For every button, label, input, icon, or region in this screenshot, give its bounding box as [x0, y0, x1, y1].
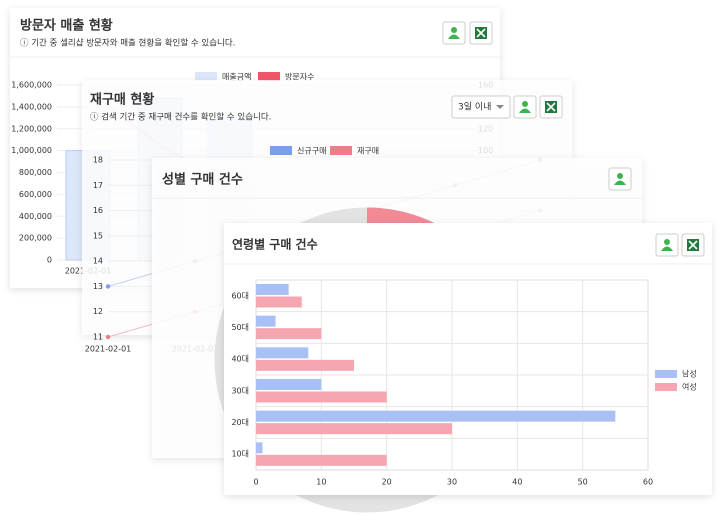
- card-subtitle: ⓘ 기간 중 셀리샵 방문자와 매출 현황을 확인할 수 있습니다.: [20, 38, 235, 49]
- user-icon-head: [617, 173, 623, 179]
- y-tick-label: 400,000: [19, 212, 52, 221]
- bar: [256, 315, 276, 327]
- user-icon-body: [519, 108, 531, 113]
- y-tick-label: 1,200,000: [11, 124, 52, 133]
- excel-button[interactable]: [469, 21, 493, 45]
- y-tick-label: 17: [93, 181, 103, 190]
- legend-swatch: [655, 383, 677, 391]
- y-tick-label: 800,000: [19, 168, 52, 177]
- legend-swatch: [258, 72, 280, 81]
- card-bg: [224, 223, 712, 495]
- point: [105, 334, 111, 340]
- y-tick-label: 200,000: [19, 234, 52, 243]
- legend-swatch: [330, 146, 352, 155]
- y-tick-label: 18: [93, 156, 103, 165]
- y-tick-label: 1,000,000: [11, 146, 52, 155]
- bar: [256, 359, 354, 371]
- bar: [256, 454, 387, 466]
- y-tick-label: 13: [93, 282, 103, 291]
- y-tick-label: 14: [93, 257, 103, 266]
- y-tick-label: 10대: [231, 450, 249, 459]
- select-text: 3일 이내: [458, 102, 491, 113]
- x-tick-label: 10: [316, 478, 326, 487]
- card: 연령별 구매 건수 0 10 20 30 40 50 60 60대 50대 40대 30대 20대 10대…: [224, 223, 712, 495]
- legend-label: 매출금액: [222, 72, 251, 82]
- y-tick-label: 60대: [231, 291, 249, 300]
- bar: [256, 423, 452, 435]
- x-tick-label: 60: [643, 478, 653, 487]
- y-tick-label: 1,600,000: [11, 81, 52, 90]
- excel-x: [546, 102, 556, 112]
- legend-label: 재구매: [357, 147, 379, 156]
- user-icon-head: [522, 101, 528, 107]
- legend-label: 남성: [682, 370, 697, 379]
- y-tick-label: 20대: [231, 418, 249, 427]
- excel-button[interactable]: [681, 233, 705, 257]
- legend-swatch: [195, 72, 217, 81]
- legend-label: 신규구매: [297, 147, 326, 156]
- select-frame: [451, 95, 511, 119]
- x-tick-label: 40: [512, 478, 522, 487]
- y-tick-label: 11: [93, 333, 103, 342]
- y-tick-label: 12: [93, 307, 103, 316]
- card-title: 방문자 매출 현황: [20, 18, 113, 34]
- bar: [256, 379, 322, 390]
- x-tick-label: 50: [578, 478, 588, 487]
- card-title: 연령별 구매 건수: [232, 237, 318, 252]
- card-subtitle: ⓘ 검색 기간 중 재구매 건수를 확인할 수 있습니다.: [90, 112, 271, 123]
- user-button[interactable]: [442, 21, 466, 45]
- legend-label: 방문자수: [285, 72, 314, 82]
- y-tick-label: 50대: [231, 323, 249, 332]
- y-tick-label: 1,400,000: [11, 102, 52, 111]
- select[interactable]: 3일 이내: [451, 95, 511, 119]
- user-button[interactable]: [608, 167, 632, 191]
- point: [105, 284, 111, 289]
- excel-button[interactable]: [539, 95, 563, 119]
- x-tick-label: 2021-02-01: [85, 345, 132, 354]
- y-tick-label: 15: [93, 231, 103, 240]
- user-icon-body: [448, 34, 460, 39]
- legend-swatch: [655, 370, 677, 378]
- y-tick-label: 40대: [231, 355, 249, 364]
- x-tick-label: 0: [253, 478, 258, 487]
- bar: [256, 410, 616, 422]
- bar: [256, 442, 263, 454]
- y-tick-label: 0: [47, 256, 52, 265]
- x-tick-label: 20: [382, 478, 392, 487]
- user-icon-body: [661, 246, 673, 251]
- bar: [256, 391, 387, 403]
- user-button[interactable]: [655, 233, 679, 257]
- bar: [256, 284, 289, 295]
- user-icon-head: [451, 27, 457, 33]
- bar: [256, 328, 322, 340]
- user-button[interactable]: [513, 95, 537, 119]
- user-icon-head: [664, 239, 670, 245]
- bar: [256, 296, 302, 308]
- bar: [256, 347, 309, 359]
- card-title: 재구매 현황: [90, 92, 154, 108]
- card-title: 성별 구매 건수: [162, 172, 243, 188]
- x-tick-label: 30: [447, 478, 457, 487]
- y-tick-label: 16: [93, 206, 103, 215]
- y-tick-label: 600,000: [19, 190, 52, 199]
- user-icon-body: [614, 180, 626, 185]
- excel-x: [476, 28, 486, 38]
- legend-label: 여성: [682, 382, 697, 392]
- y-tick-label: 30대: [231, 386, 249, 395]
- legend-swatch: [270, 146, 292, 155]
- select-caret: [496, 105, 504, 109]
- excel-x: [688, 240, 698, 250]
